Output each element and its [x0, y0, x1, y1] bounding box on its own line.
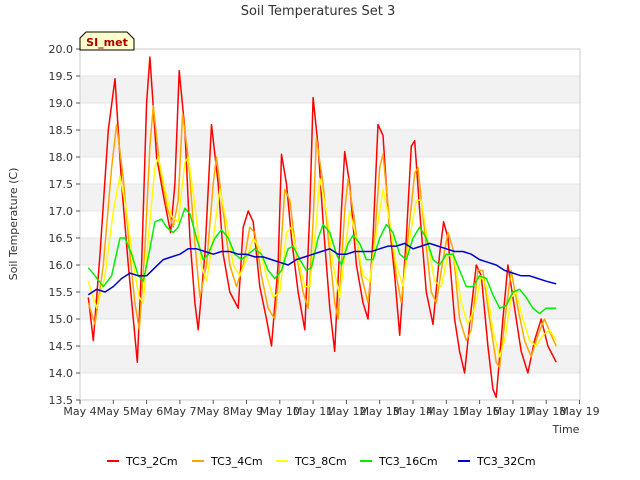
grid-band — [80, 346, 580, 373]
series-line-TC3_32Cm — [87, 242, 557, 296]
x-tick-label: May 13 — [360, 405, 400, 418]
legend-label: TC3_4Cm — [210, 455, 263, 468]
x-tick-label: May 5 — [97, 405, 130, 418]
grid-band — [80, 130, 580, 157]
legend-label: TC3_2Cm — [125, 455, 178, 468]
x-tick-label: May 7 — [163, 405, 196, 418]
x-tick-label: May 6 — [130, 405, 163, 418]
series-line-TC3_8Cm — [87, 156, 557, 358]
y-tick-label: 16.5 — [49, 232, 74, 245]
grid-band — [80, 184, 580, 211]
x-tick-label: May 10 — [260, 405, 300, 418]
grid-band — [80, 76, 580, 103]
x-tick-label: May 14 — [393, 405, 433, 418]
y-axis-ticks: 13.5 14.0 14.5 15.0 15.5 16.0 16.5 17.0 17.5 18.0… — [49, 43, 80, 407]
y-tick-label: 19.0 — [49, 97, 74, 110]
series-line-TC3_16Cm — [87, 207, 557, 315]
series-group — [87, 56, 557, 399]
plot-frame — [79, 48, 581, 401]
y-tick-label: 14.0 — [49, 367, 74, 380]
x-tick-label: May 9 — [230, 405, 263, 418]
plot-area — [79, 48, 581, 401]
x-tick-label: May 18 — [526, 405, 566, 418]
legend-label: TC3_32Cm — [476, 455, 536, 468]
y-tick-label: 15.0 — [49, 313, 74, 326]
legend-label: TC3_16Cm — [378, 455, 438, 468]
y-tick-label: 16.0 — [49, 259, 74, 272]
y-tick-label: 15.5 — [49, 286, 74, 299]
site-badge: SI_met — [79, 31, 135, 51]
x-tick-label: May 8 — [197, 405, 230, 418]
grid-bands — [80, 76, 580, 373]
y-tick-label: 13.5 — [49, 394, 74, 407]
y-axis-label: Soil Temperature (C) — [7, 168, 20, 281]
y-tick-label: 18.5 — [49, 124, 74, 137]
legend-label: TC3_8Cm — [294, 455, 347, 468]
legend: TC3_2Cm TC3_4Cm TC3_8Cm TC3_16Cm TC3_32Cm — [107, 455, 536, 468]
x-axis-label: Time — [552, 423, 580, 436]
x-tick-label: May 17 — [493, 405, 533, 418]
x-tick-label: May 4 — [63, 405, 96, 418]
site-label: SI_met — [86, 36, 128, 49]
x-tick-label: May 15 — [426, 405, 466, 418]
y-tick-label: 19.5 — [49, 70, 74, 83]
x-tick-label: May 16 — [459, 405, 499, 418]
series-line-TC3_4Cm — [87, 104, 557, 369]
chart-title: Soil Temperatures Set 3 — [241, 4, 396, 19]
y-tick-label: 18.0 — [49, 151, 74, 164]
x-tick-label: May 12 — [326, 405, 366, 418]
x-tick-label: May 11 — [293, 405, 333, 418]
y-tick-label: 14.5 — [49, 340, 74, 353]
x-tick-label: May 19 — [559, 405, 599, 418]
y-tick-label: 17.5 — [49, 178, 74, 191]
y-tick-label: 17.0 — [49, 205, 74, 218]
y-tick-label: 20.0 — [49, 43, 74, 56]
